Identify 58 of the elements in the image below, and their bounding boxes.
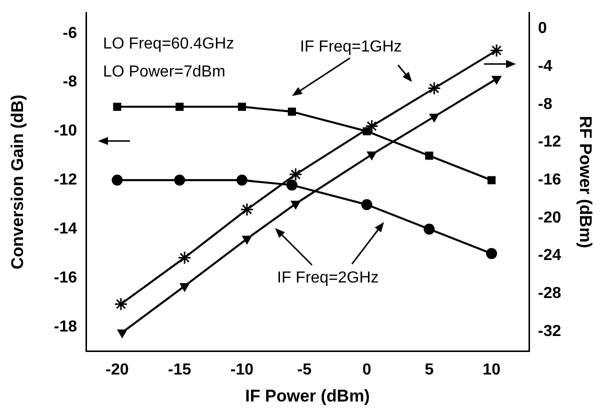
y-tick-label: -16 (54, 269, 78, 286)
x-tick-label: 5 (424, 361, 434, 378)
point (365, 119, 379, 133)
point (429, 114, 439, 122)
x-tick-label: -15 (168, 361, 192, 378)
point (113, 102, 122, 111)
y2-tick-label: -20 (538, 209, 562, 226)
point (286, 180, 298, 191)
annotation: LO Freq=60.4GHz (103, 35, 234, 52)
y2-tick-label: -16 (538, 172, 562, 189)
point (117, 329, 128, 338)
annotation: LO Power=7dBm (103, 63, 226, 80)
annotation: IF Freq=2GHz (277, 269, 379, 286)
x-tick-label: -5 (297, 361, 312, 378)
point (366, 152, 377, 160)
x-tick-label: -10 (230, 361, 254, 378)
point (114, 297, 128, 311)
point (490, 44, 504, 58)
point (486, 248, 498, 260)
point (290, 200, 300, 210)
x-tick-label: -20 (106, 361, 129, 378)
y-tick-label: -12 (54, 172, 78, 189)
y2-tick-label: -8 (538, 96, 552, 113)
point (425, 152, 434, 160)
y2-tick-label: -12 (538, 134, 562, 151)
point (174, 174, 186, 186)
point (362, 127, 371, 136)
y-tick-label: -18 (54, 318, 78, 336)
point (427, 82, 441, 96)
point (492, 76, 502, 84)
point (180, 283, 190, 292)
x-tick-label: 10 (482, 361, 501, 378)
y-axis-title: Conversion Gain (dB) (8, 94, 27, 270)
point (112, 174, 123, 186)
point (176, 102, 184, 111)
y2-tick-label: 0 (538, 20, 547, 38)
point (488, 176, 496, 184)
y2-tick-label: -4 (538, 58, 552, 75)
point (240, 202, 254, 216)
point (361, 199, 372, 210)
y2-tick-label: -28 (538, 285, 562, 302)
y-tick-label: -14 (54, 220, 78, 238)
x-axis-title: IF Power (dBm) (245, 386, 370, 406)
x-tick-label: 0 (362, 361, 372, 378)
y-tick-label: -8 (62, 74, 78, 91)
point (236, 174, 248, 186)
y2-tick-label: -32 (538, 322, 562, 340)
point (288, 168, 302, 182)
annotation: IF Freq=1GHz (300, 38, 402, 56)
point (424, 224, 435, 235)
y-tick-label: -10 (54, 122, 78, 140)
point (242, 236, 252, 244)
y2-axis-title: RF Power (dBm) (576, 116, 596, 248)
point (288, 108, 296, 116)
point (238, 102, 246, 111)
y2-tick-label: -24 (538, 247, 562, 264)
y-tick-label: -6 (62, 24, 78, 42)
point (178, 250, 192, 264)
